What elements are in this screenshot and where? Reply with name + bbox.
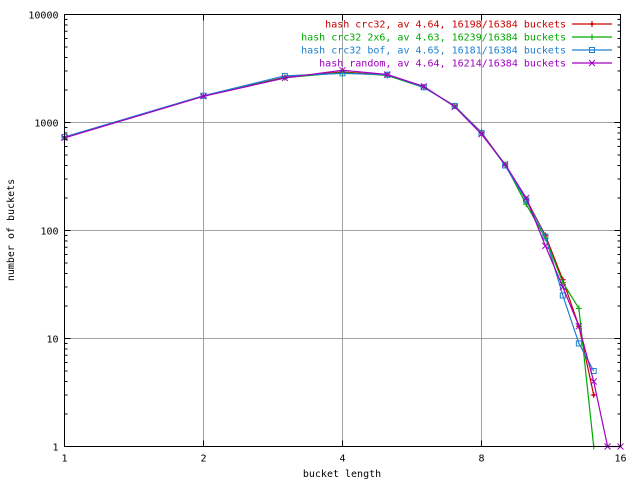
legend-entry: hash crc32 bof, av 4.65, 16181/16384 buc… bbox=[301, 46, 612, 57]
x-tick-label: 1 bbox=[61, 454, 67, 465]
data-point bbox=[383, 71, 391, 78]
series-line bbox=[64, 71, 595, 447]
data-point bbox=[522, 194, 530, 202]
data-point bbox=[451, 103, 458, 110]
legend-label: hash crc32 bof, av 4.65, 16181/16384 buc… bbox=[301, 46, 566, 57]
data-point bbox=[575, 340, 582, 347]
data-point bbox=[559, 292, 566, 299]
series-group bbox=[61, 66, 624, 450]
y-tick-label: 1 bbox=[52, 443, 58, 454]
series-3 bbox=[61, 70, 597, 375]
series-line bbox=[64, 71, 595, 396]
data-point bbox=[575, 322, 583, 330]
x-tick-label: 4 bbox=[339, 454, 345, 465]
data-point bbox=[589, 21, 595, 27]
data-point bbox=[575, 305, 582, 312]
series-line bbox=[64, 69, 621, 448]
legend-label: hash crc32, av 4.64, 16198/16384 buckets bbox=[325, 20, 566, 31]
data-point bbox=[589, 34, 595, 40]
data-point bbox=[542, 242, 549, 250]
data-point bbox=[590, 391, 597, 398]
legend: hash crc32, av 4.64, 16198/16384 buckets… bbox=[301, 20, 612, 70]
legend-entry: hash random, av 4.64, 16214/16384 bucket… bbox=[319, 59, 612, 70]
data-point bbox=[502, 162, 509, 169]
series-line bbox=[64, 72, 595, 372]
data-point bbox=[200, 92, 207, 100]
legend-label: hash crc32 2x6, av 4.63, 16239/16384 buc… bbox=[301, 33, 566, 44]
y-tick-label: 10 bbox=[46, 335, 58, 346]
data-point bbox=[589, 47, 595, 53]
grid bbox=[64, 14, 621, 447]
data-point bbox=[478, 130, 485, 138]
x-tick-label: 8 bbox=[478, 454, 484, 465]
y-tick-label: 1000 bbox=[34, 119, 58, 130]
data-point bbox=[451, 103, 459, 111]
data-point bbox=[542, 233, 549, 240]
x-axis-label: bucket length bbox=[303, 469, 381, 480]
x-tick-label: 16 bbox=[614, 454, 626, 465]
data-point bbox=[501, 160, 509, 168]
y-tick-label: 100 bbox=[40, 227, 58, 238]
data-point bbox=[588, 59, 596, 67]
data-point bbox=[339, 66, 346, 74]
legend-entry: hash crc32 2x6, av 4.63, 16239/16384 buc… bbox=[301, 33, 612, 44]
series-1 bbox=[61, 68, 597, 398]
axis-ticks: 1 2 4 8 16 1 10 100 1000 10000 bbox=[28, 11, 626, 465]
series-2 bbox=[61, 69, 597, 450]
data-point bbox=[590, 378, 598, 385]
data-point bbox=[478, 129, 485, 136]
legend-entry: hash crc32, av 4.64, 16198/16384 buckets bbox=[325, 20, 612, 31]
y-axis-label: number of buckets bbox=[6, 179, 17, 281]
data-point bbox=[559, 283, 567, 291]
x-tick-label: 2 bbox=[200, 454, 206, 465]
data-point bbox=[420, 83, 428, 90]
legend-label: hash random, av 4.64, 16214/16384 bucket… bbox=[319, 59, 566, 70]
data-point bbox=[281, 74, 289, 82]
data-point bbox=[420, 84, 427, 91]
y-tick-label: 10000 bbox=[28, 11, 58, 22]
